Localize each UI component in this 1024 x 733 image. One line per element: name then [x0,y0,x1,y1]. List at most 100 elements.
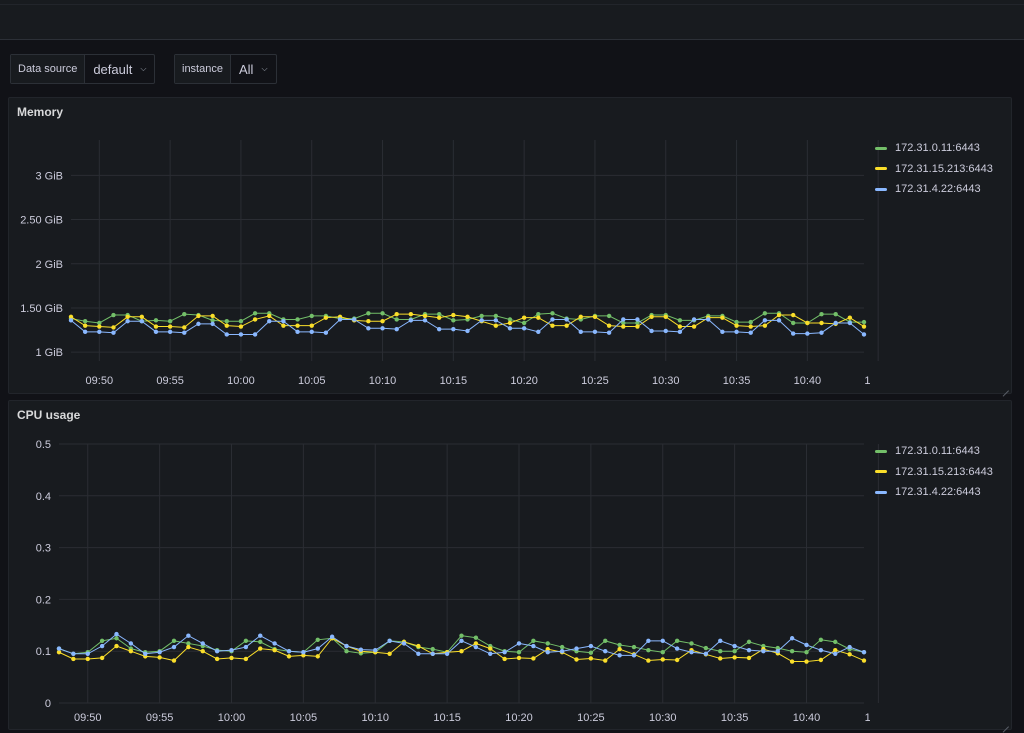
series-point [531,638,536,644]
series-point [344,643,349,649]
legend-swatch [875,449,887,453]
series-point [394,311,399,317]
series-point [776,318,782,323]
y-tick-label: 1 GiB [35,347,63,359]
series-point [674,638,680,644]
series-point [430,646,435,652]
series-point [703,651,709,656]
panel-title[interactable]: Memory [17,105,64,119]
series-point [71,651,76,656]
y-tick-label: 2.50 GiB [20,215,63,227]
series-point [621,320,626,326]
series-point [473,644,479,650]
memory-chart[interactable]: 1 GiB 1.50 GiB 2 GiB 2.50 GiB 3 GiB 09:50 09:5… [9,98,1011,393]
series-point [646,638,651,644]
series-point [646,647,651,653]
series-point [819,330,824,335]
series-point [833,639,838,645]
series-point [97,324,102,329]
series-point [281,323,286,328]
series-point [366,319,371,324]
series-point [818,657,824,663]
series-point [153,329,159,335]
series-point [833,311,838,317]
series-point [819,311,824,317]
series-point [833,320,838,326]
resize-handle-icon[interactable] [1001,719,1009,727]
series-point [125,314,130,319]
series-point [68,318,74,323]
series-point [861,658,867,663]
series-point [436,311,442,317]
series-point [97,329,102,335]
series-point [732,649,737,654]
legend-item[interactable]: 172.31.15.213:6443 [875,159,993,180]
series-point [224,319,229,324]
series-point [68,314,74,319]
series-point [387,638,392,644]
series-point [592,314,598,319]
series-point [210,321,215,327]
legend-label: 172.31.0.11:6443 [895,445,980,458]
series-point [564,323,569,328]
series-point [574,657,579,662]
legend-item[interactable]: 172.31.4.22:6443 [875,179,993,200]
series-point [301,650,306,655]
series-point [309,323,314,328]
x-tick-label: 10:05 [290,712,318,724]
series-point [804,659,809,664]
series-point [315,646,320,651]
series-point [167,329,173,335]
series-point [805,331,810,336]
cpu-usage-chart[interactable]: 0 0.1 0.2 0.3 0.4 0.5 09:50 09:55 10:00 10:05 10:1… [9,401,1011,729]
series-point [214,656,220,662]
series-point [790,312,796,318]
series-point [114,631,119,637]
series-point [97,320,102,326]
legend-item[interactable]: 172.31.0.11:6443 [875,138,993,159]
series-point [267,313,272,319]
series-point [833,647,838,653]
x-tick-label: 10:35 [723,375,751,387]
series-point [465,314,470,319]
series-point [422,318,428,323]
series-point [762,311,768,316]
series-point [805,320,810,326]
series-point [847,652,852,657]
series-point [85,656,90,662]
series-point [502,650,507,655]
series-point [746,639,752,645]
series-point [295,329,300,335]
series-point [224,323,229,328]
series-point [114,643,119,649]
series-point [746,647,752,653]
instance-picker[interactable]: All ⌵ [231,55,276,83]
x-tick-label: 10:10 [361,712,389,724]
series-point [182,325,187,330]
series-point [315,637,320,643]
legend-item[interactable]: 172.31.0.11:6443 [875,441,993,462]
series-point [258,633,263,638]
series-point [323,330,329,335]
series-point [451,318,456,323]
legend-swatch [875,146,887,150]
legend-swatch [875,490,887,494]
instance-variable-label: instance [175,55,231,83]
series-point [718,649,723,654]
datasource-picker[interactable]: default ⌵ [85,55,154,83]
series-point [507,326,513,331]
series-point [818,647,824,653]
legend-item[interactable]: 172.31.15.213:6443 [875,462,993,483]
series-point [617,653,622,658]
legend-item[interactable]: 172.31.4.22:6443 [875,482,993,503]
x-tick-label: 09:50 [74,712,102,724]
resize-handle-icon[interactable] [1001,383,1009,391]
series-point [71,656,76,662]
panel-title[interactable]: CPU usage [17,408,81,422]
series-point [408,311,414,317]
series-point [286,654,292,659]
datasource-value: default [93,61,133,77]
legend-label: 172.31.0.11:6443 [895,142,980,155]
series-point [536,315,541,320]
x-tick-label: 10:15 [440,375,468,387]
